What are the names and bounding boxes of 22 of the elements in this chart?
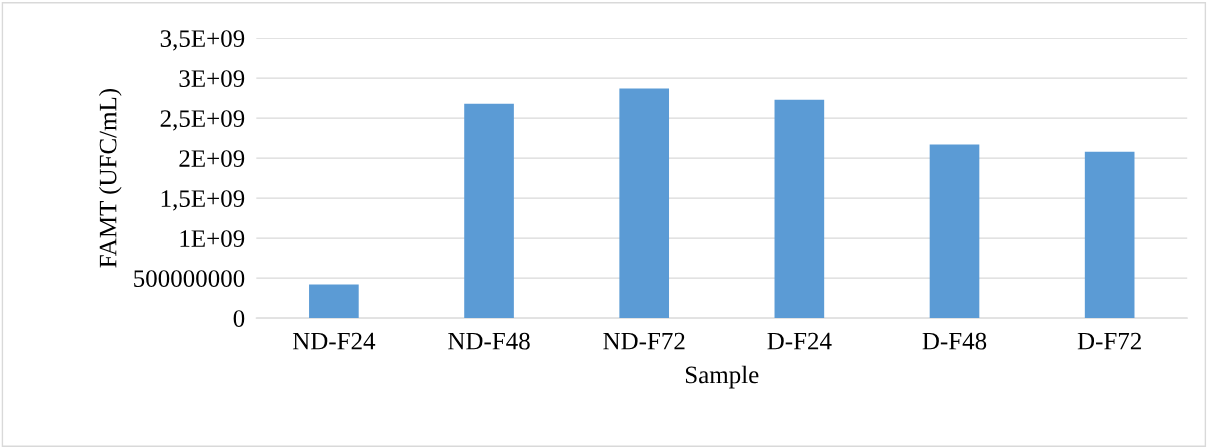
x-tick-label: ND-F24 xyxy=(292,332,376,350)
y-axis-title: FAMT (UFC/mL) xyxy=(98,88,122,268)
y-tick-label: 2,5E+09 xyxy=(160,110,245,131)
y-tick-label: 3E+09 xyxy=(179,70,245,87)
bar xyxy=(619,88,670,319)
x-tick-label: D-F72 xyxy=(1077,332,1141,350)
y-tick-label: 1,5E+09 xyxy=(161,190,245,211)
bar xyxy=(464,103,514,319)
x-tick-label: ND-F72 xyxy=(603,332,685,350)
x-axis-title: Sample xyxy=(685,365,759,389)
bar xyxy=(1084,151,1135,319)
x-tick-label: D-F48 xyxy=(922,332,987,350)
y-tick-label: 2E+09 xyxy=(179,150,245,167)
y-tick-label: 1E+09 xyxy=(180,230,245,247)
x-tick-label: ND-F48 xyxy=(448,332,530,350)
y-tick-label: 0 xyxy=(233,310,245,327)
bar xyxy=(929,144,980,319)
x-tick-label: D-F24 xyxy=(767,332,832,350)
y-tick-label: 3,5E+09 xyxy=(160,30,245,51)
bar xyxy=(774,99,825,319)
bar xyxy=(309,284,359,319)
y-tick-label: 500000000 xyxy=(134,270,245,287)
